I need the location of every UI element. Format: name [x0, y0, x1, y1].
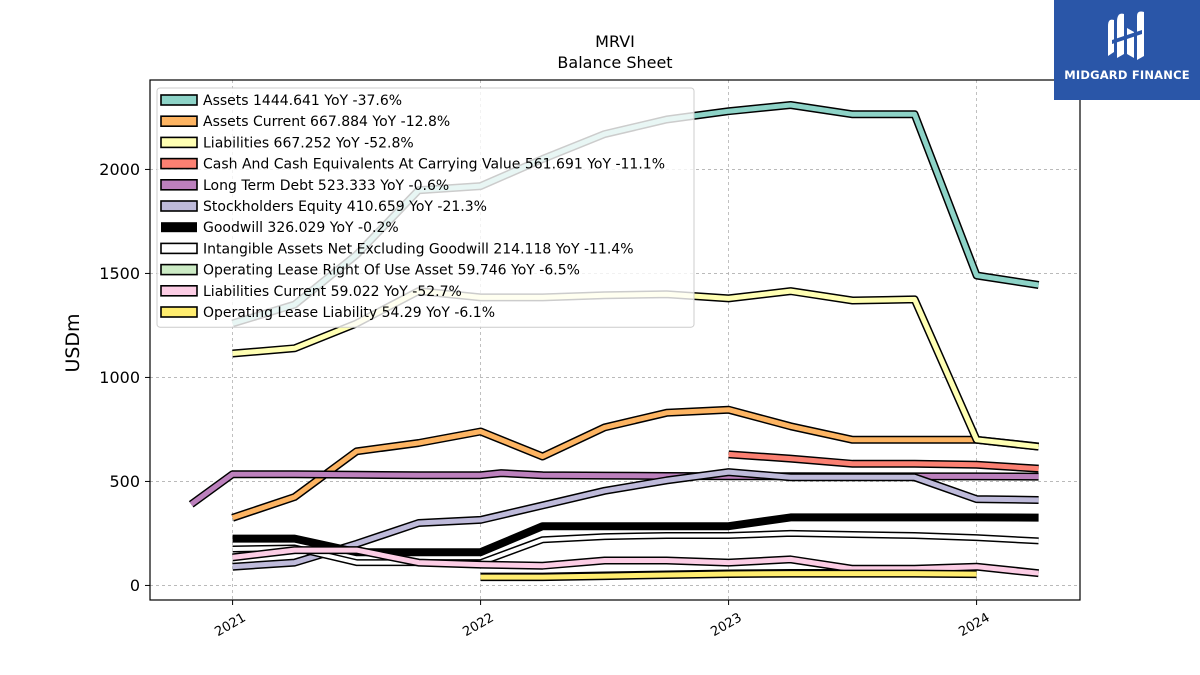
series-line — [232, 469, 1039, 570]
y-axis-label: USDm — [62, 313, 84, 372]
legend-item: Assets Current 667.884 YoY -12.8% — [160, 114, 450, 130]
series-stockholders-equity — [232, 468, 1039, 571]
legend-item: Stockholders Equity 410.659 YoY -21.3% — [160, 199, 487, 215]
series-line — [231, 407, 1039, 521]
x-tick-label: 2022 — [460, 610, 496, 640]
series-assets-current — [231, 405, 1040, 522]
legend-swatch — [160, 242, 198, 255]
series-cash-and-cash-equivalents-at-carrying-value — [728, 450, 1039, 473]
legend-item: Intangible Assets Net Excluding Goodwill… — [160, 241, 634, 257]
midgard-logo-icon — [1108, 11, 1144, 60]
legend-swatch — [160, 115, 198, 127]
legend-swatch — [160, 263, 198, 276]
y-tick-label: 0 — [130, 576, 140, 595]
legend-swatch — [160, 94, 198, 106]
x-tick-label: 2021 — [212, 610, 248, 640]
series-line — [232, 547, 1039, 576]
series-operating-lease-liability — [480, 569, 977, 582]
legend-swatch — [160, 284, 198, 297]
legend-label: Cash And Cash Equivalents At Carrying Va… — [203, 157, 665, 173]
series-line — [480, 571, 977, 580]
legend-swatch — [160, 179, 198, 191]
series-intangible-assets-net-excluding-goodwill — [232, 529, 1039, 567]
legend-item: Goodwill 326.029 YoY -0.2% — [161, 220, 399, 236]
legend-swatch — [160, 136, 198, 149]
legend-label: Liabilities 667.252 YoY -52.8% — [203, 135, 414, 151]
plot-frame — [149, 79, 1081, 601]
legend: Assets 1444.641 YoY -37.6% Assets Current… — [156, 87, 695, 328]
y-tick-label: 1000 — [99, 368, 140, 387]
legend-item: Operating Lease Right Of Use Asset 59.74… — [160, 263, 580, 279]
legend-item: Operating Lease Liability 54.29 YoY -6.1… — [160, 305, 495, 321]
logo-text: MIDGARD FINANCE — [1064, 68, 1190, 82]
legend-label: Assets 1444.641 YoY -37.6% — [203, 93, 402, 109]
legend-swatch — [161, 222, 197, 233]
legend-item: Assets 1444.641 YoY -37.6% — [160, 93, 402, 109]
y-tick-label: 500 — [109, 472, 140, 491]
legend-item: Cash And Cash Equivalents At Carrying Va… — [160, 157, 665, 173]
legend-swatch — [160, 306, 198, 318]
series-liabilities-current — [232, 546, 1040, 578]
midgard-finance-logo: MIDGARD FINANCE — [1054, 0, 1200, 100]
legend-swatch — [160, 200, 198, 212]
y-tick-label: 1500 — [99, 264, 140, 283]
legend-swatch — [160, 157, 198, 170]
legend-label: Goodwill 326.029 YoY -0.2% — [203, 220, 399, 236]
chart-title: MRVI — [595, 32, 635, 51]
series-line — [728, 451, 1039, 472]
legend-label: Intangible Assets Net Excluding Goodwill… — [203, 241, 634, 257]
x-tick-label: 2023 — [708, 610, 744, 640]
legend-label: Assets Current 667.884 YoY -12.8% — [203, 114, 450, 130]
legend-label: Liabilities Current 59.022 YoY -52.7% — [203, 284, 462, 300]
series-line — [232, 531, 1039, 565]
x-tick-label: 2024 — [956, 610, 992, 640]
legend-item: Long Term Debt 523.333 YoY -0.6% — [160, 178, 449, 194]
chart-subtitle: Balance Sheet — [557, 53, 672, 72]
legend-item: Liabilities Current 59.022 YoY -52.7% — [160, 284, 462, 300]
legend-box — [156, 87, 695, 328]
legend-label: Stockholders Equity 410.659 YoY -21.3% — [203, 199, 487, 215]
legend-item: Liabilities 667.252 YoY -52.8% — [160, 135, 414, 151]
y-tick-label: 2000 — [99, 160, 140, 179]
legend-label: Operating Lease Liability 54.29 YoY -6.1… — [203, 305, 495, 321]
legend-label: Operating Lease Right Of Use Asset 59.74… — [203, 263, 580, 279]
legend-label: Long Term Debt 523.333 YoY -0.6% — [203, 178, 449, 194]
